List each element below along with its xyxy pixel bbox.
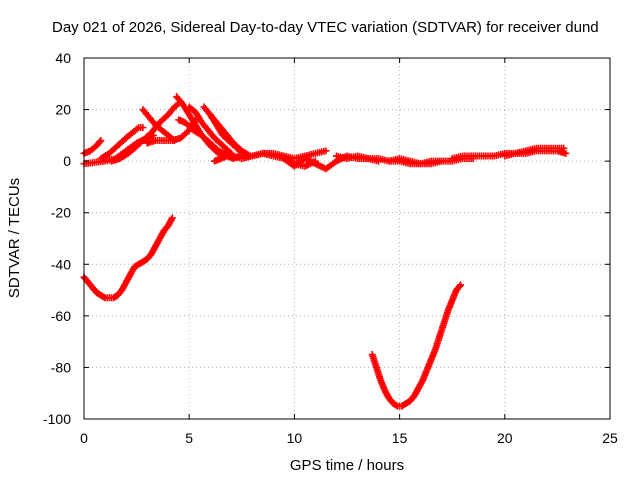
y-tick-label: -40 [51,256,71,272]
y-tick-label: 40 [55,50,71,66]
y-tick-label: 0 [63,153,71,169]
x-tick-label: 0 [80,430,88,446]
data-point [96,138,104,146]
y-tick-label: -100 [43,411,71,427]
y-axis-label: SDTVAR / TECUs [6,178,23,298]
data-point [97,137,105,145]
series-arc-flat-c [280,152,383,173]
axis-ticks: 0 5 10 15 20 25 40 20 0 -20 -40 -60 -80 -100 [43,50,618,446]
x-tick-label: 15 [392,430,408,446]
x-tick-label: 10 [287,430,303,446]
series-arc-low-a [80,214,176,302]
series-arc-low-b [368,281,465,410]
data-point [456,282,464,290]
series-arc-rise-c [97,124,147,163]
chart-title: Day 021 of 2026, Sidereal Day-to-day VTE… [52,19,599,36]
y-tick-label: -20 [51,205,71,221]
data-point [322,147,330,155]
data-point [562,149,570,157]
data-point [457,281,465,289]
grid [84,58,610,419]
y-tick-label: 20 [55,102,71,118]
data-point [139,124,147,132]
series-arc-flat-g [501,147,570,160]
x-tick-label: 5 [185,430,193,446]
y-tick-label: -60 [51,308,71,324]
data-point [392,401,400,409]
x-tick-label: 25 [602,430,618,446]
y-tick-label: -80 [51,359,71,375]
x-tick-label: 20 [497,430,513,446]
x-axis-label: GPS time / hours [290,457,404,474]
plot-frame [83,57,611,420]
data-marks [80,93,570,410]
data-point [168,214,176,222]
data-point [100,293,108,301]
